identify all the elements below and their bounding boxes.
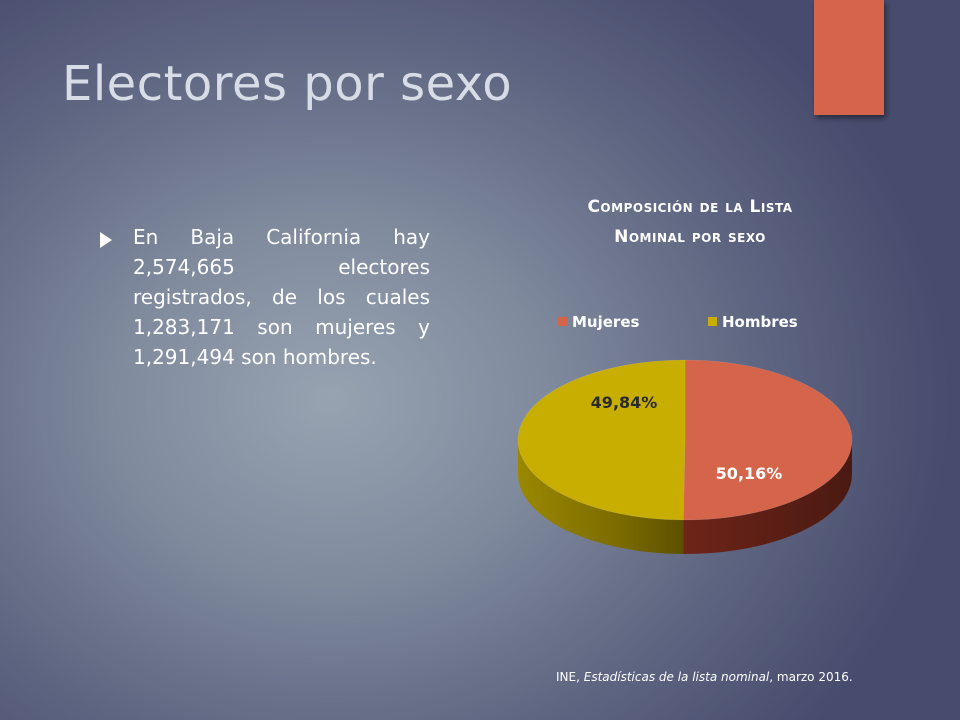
page-title: Electores por sexo [62, 56, 513, 112]
legend-label-mujeres: Mujeres [572, 313, 640, 331]
data-label-mujeres: 50,16% [716, 464, 783, 483]
legend-swatch-hombres [708, 317, 717, 326]
legend-item-mujeres: Mujeres [558, 313, 639, 331]
legend-item-hombres: Hombres [708, 313, 798, 331]
data-label-hombres: 49,84% [591, 393, 658, 412]
pie-side-mujeres [683, 440, 852, 554]
accent-bar [814, 0, 884, 115]
pie-chart: Composición de la Lista Nominal por sexo… [500, 180, 880, 580]
source-title: Estadísticas de la lista nominal [583, 670, 770, 684]
source-prefix: INE, [556, 670, 584, 684]
source-suffix: , marzo 2016. [769, 670, 853, 684]
pie-side-hombres [518, 440, 684, 554]
chart-title-line-1: Composición de la Lista [587, 197, 793, 217]
pie-slice-hombres [517, 359, 686, 521]
bullet-arrow-icon [100, 232, 112, 248]
chart-legend: Mujeres Hombres [558, 313, 858, 335]
pie-svg: 50,16% 49,84% [517, 359, 853, 554]
pie-slice-mujeres [683, 359, 853, 521]
bullet-block: En Baja California hay 2,574,665 elector… [100, 222, 430, 372]
source-note: INE, Estadísticas de la lista nominal, m… [556, 670, 853, 684]
legend-swatch-mujeres [558, 317, 567, 326]
bullet-text: En Baja California hay 2,574,665 elector… [133, 225, 430, 369]
chart-title-line-2: Nominal por sexo [614, 227, 766, 247]
legend-label-hombres: Hombres [722, 313, 798, 331]
chart-title: Composición de la Lista Nominal por sexo [500, 192, 880, 252]
